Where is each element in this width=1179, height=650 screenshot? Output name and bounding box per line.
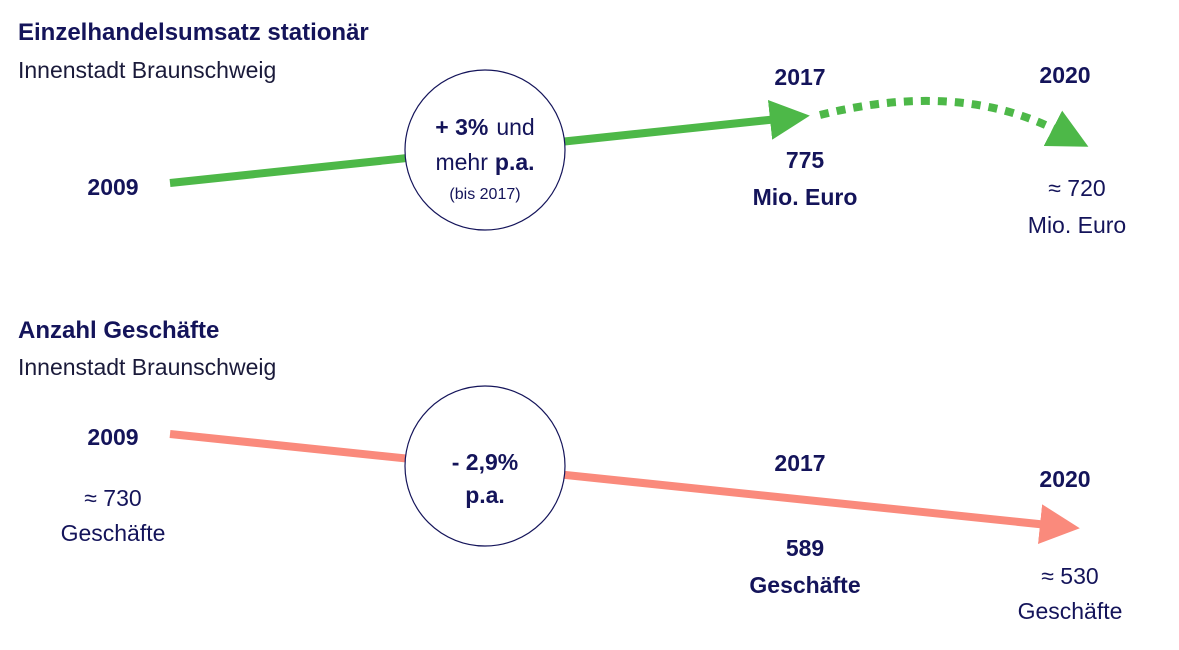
mid-value: 775 bbox=[786, 147, 825, 173]
decline-arrow bbox=[169, 430, 1080, 545]
mid-unit: Mio. Euro bbox=[753, 184, 858, 210]
start-unit: Geschäfte bbox=[61, 520, 166, 546]
circle-line: mehr p.a. bbox=[435, 149, 534, 175]
end-unit: Mio. Euro bbox=[1028, 212, 1126, 238]
circle-word: und bbox=[496, 114, 534, 140]
start-year: 2009 bbox=[87, 174, 138, 200]
forecast-arrow bbox=[819, 96, 1089, 147]
rate-circle bbox=[404, 69, 566, 231]
section-title: Anzahl Geschäfte bbox=[18, 317, 219, 344]
start-value: ≈ 730 bbox=[84, 485, 141, 511]
rate: - 2,9% bbox=[452, 449, 518, 475]
end-value: ≈ 530 bbox=[1041, 563, 1098, 589]
mid-year: 2017 bbox=[774, 450, 825, 476]
end-year: 2020 bbox=[1039, 62, 1090, 88]
end-year: 2020 bbox=[1039, 466, 1090, 492]
mid-year: 2017 bbox=[774, 64, 825, 90]
section-subtitle: Innenstadt Braunschweig bbox=[18, 57, 276, 83]
end-unit: Geschäfte bbox=[1018, 598, 1123, 624]
rate-unit: p.a. bbox=[495, 149, 535, 175]
rate-unit: p.a. bbox=[465, 482, 505, 508]
circle-note: (bis 2017) bbox=[449, 186, 520, 203]
rate: + 3% bbox=[435, 114, 488, 140]
mid-unit: Geschäfte bbox=[749, 572, 860, 598]
section-title: Einzelhandelsumsatz stationär bbox=[18, 19, 369, 46]
circle-line: + 3% und bbox=[435, 114, 534, 140]
circle-word: mehr bbox=[435, 149, 488, 175]
end-value: ≈ 720 bbox=[1048, 175, 1105, 201]
section-subtitle: Innenstadt Braunschweig bbox=[18, 354, 276, 380]
mid-value: 589 bbox=[786, 535, 824, 561]
rate-circle bbox=[404, 385, 566, 547]
start-year: 2009 bbox=[87, 424, 138, 450]
